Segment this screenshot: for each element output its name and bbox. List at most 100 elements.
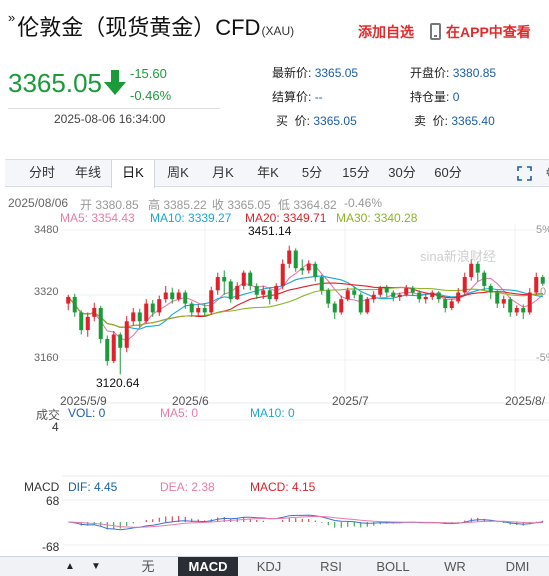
max-annotation: 3451.14 [248,224,292,238]
kline-chart[interactable]: 2025/08/06 开 3380.85 高 3385.22 收 3365.05… [0,190,549,554]
ohlc-change: -0.46% [344,196,383,210]
dif-line [68,514,543,531]
scroll-up-icon[interactable]: ▲ [65,561,75,572]
stat-value: 3365.40 [451,114,495,128]
ohlc-close: 收 3365.05 [212,198,271,212]
add-watchlist-button[interactable]: 添加自选 [358,24,414,40]
candle-body [475,263,480,273]
macd-title: MACD [24,480,60,494]
candle-body [306,263,311,271]
candle-body [280,263,285,286]
tab-30min[interactable]: 30分 [388,165,416,180]
double-chevron-icon: » [8,10,16,25]
candle-body [527,292,532,313]
stat-label: 结算价: [272,90,312,104]
macd-dif: DIF: 4.45 [68,480,118,494]
candle-body [293,250,298,269]
candle-body [371,294,376,300]
view-in-app-button[interactable]: 在APP中查看 [430,22,531,42]
candle-body [92,308,97,317]
quote-panel: 3365.05 -15.60 -0.46% 2025-08-06 16:34:0… [0,58,549,133]
tab-year-line[interactable]: 年线 [74,165,101,180]
stat-label: 持仓量: [410,90,450,104]
candle-body [358,294,363,313]
tab-yearly-k[interactable]: 年K [257,165,279,180]
view-in-app-label: 在APP中查看 [446,24,531,40]
ma10-line [67,275,543,330]
tab-5min[interactable]: 5分 [301,165,323,180]
candle-body [196,308,201,313]
last-price: 3365.05 [8,68,102,98]
tab-none[interactable]: 无 [141,559,155,574]
tab-monthly-k[interactable]: 月K [212,165,234,180]
candles [66,245,545,375]
tab-wr[interactable]: WR [444,559,466,574]
volume-ma5: MA5: 0 [160,406,199,420]
candle-body [332,303,337,313]
scroll-down-icon[interactable]: ▼ [91,561,101,572]
tab-60min[interactable]: 60分 [434,165,462,180]
candle-body [202,308,207,313]
candle-body [287,250,292,264]
macd-dea: DEA: 2.38 [160,480,215,494]
candle-body [157,299,162,313]
tab-macd[interactable]: MACD [178,557,238,576]
stat-value: 3380.85 [452,66,497,80]
tab-weekly-k[interactable]: 周K [167,165,189,180]
candle-body [261,290,266,295]
divider [8,108,220,109]
tab-boll[interactable]: BOLL [376,559,410,574]
dea-line [68,515,543,528]
candle-body [430,292,435,297]
tab-daily-k[interactable]: 日K [111,160,155,188]
stat-value: -- [314,90,323,104]
candle-body [326,290,331,304]
pct-tick-bottom: -5% [536,352,549,364]
candle-body [443,299,448,308]
page-title: »伦敦金（现货黄金）CFD(XAU) [8,10,294,42]
candle-body [235,285,240,300]
stat-settlement: 结算价: -- [272,88,323,105]
candle-body [241,272,246,286]
x-label-2: 2025/6 [172,394,209,408]
candle-body [410,288,415,293]
candle-body [85,316,90,331]
fullscreen-icon[interactable] [517,166,532,181]
candle-body [384,288,389,293]
candle-body [150,303,155,313]
candle-body [339,299,344,313]
ma10-legend: MA10: 3339.27 [150,211,232,225]
stat-value: 3365.05 [313,114,357,128]
tab-dmi[interactable]: DMI [505,559,530,574]
ohlc-high: 高 3385.22 [148,198,207,212]
candle-body [144,303,149,322]
stat-latest: 最新价: 3365.05 [272,64,358,81]
tab-intraday[interactable]: 分时 [28,165,55,180]
stat-label: 最新价: [272,66,312,80]
x-label-1: 2025/5/9 [60,394,107,408]
candle-body [300,268,305,271]
tab-rsi[interactable]: RSI [320,559,342,574]
candle-body [222,277,227,282]
y-tick-bottom: 3160 [34,352,59,364]
tab-kdj[interactable]: KDJ [256,559,282,574]
candle-body [391,292,396,297]
candle-body [521,308,526,313]
candle-body [254,285,259,295]
candle-body [365,299,370,313]
candle-body [449,301,454,308]
stat-label: 卖 价: [414,114,449,128]
volume-value: VOL: 0 [68,406,106,420]
stat-label: 买 价: [276,114,311,128]
kline-svg[interactable] [0,190,549,550]
instrument-code: (XAU) [261,24,295,38]
pct-tick-mid: 0 [540,286,547,298]
candle-body [534,277,539,293]
settings-icon[interactable]: ⚙ [545,164,549,181]
instrument-name: 伦敦金（现货黄金）CFD [17,15,261,40]
y-tick-mid: 3320 [34,286,59,298]
volume-axis: 4 [52,420,59,434]
volume-ma10: MA10: 0 [250,406,295,420]
tab-15min[interactable]: 15分 [342,165,370,180]
candle-body [488,285,493,293]
